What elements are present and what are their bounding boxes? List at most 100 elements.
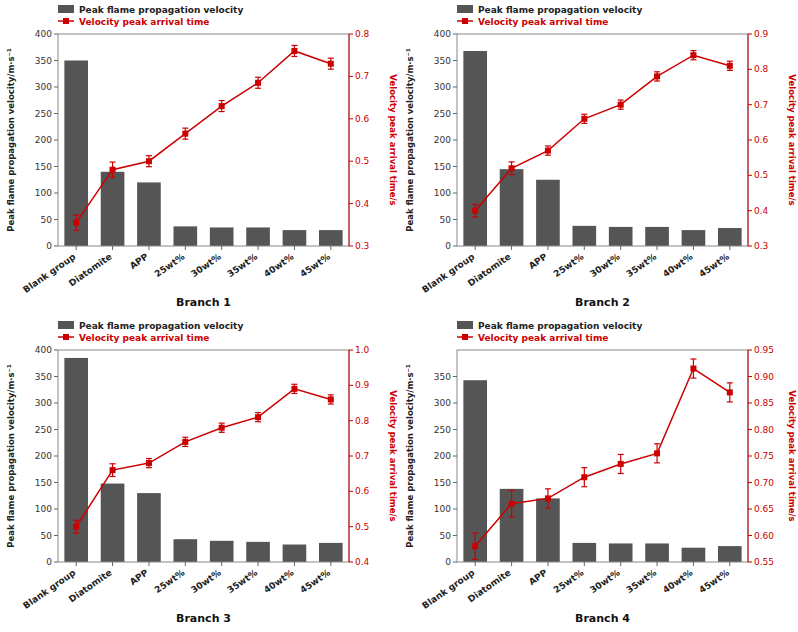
marker <box>618 102 624 108</box>
error-bar <box>328 395 334 404</box>
y2-tick-label: 0.8 <box>355 416 370 426</box>
y2-tick <box>748 429 752 430</box>
figure: 0501001502002503003504000.30.40.50.60.70… <box>0 0 798 632</box>
error-cap <box>328 394 334 395</box>
error-cap <box>255 88 261 89</box>
legend: Peak flame propagation velocityVelocity … <box>457 5 642 27</box>
error-cap <box>654 443 660 444</box>
marker <box>545 148 551 154</box>
error-cap <box>110 161 116 162</box>
y-tick-label: 250 <box>35 109 52 119</box>
y2-tick-label: 0.7 <box>355 71 369 81</box>
x-tick <box>584 562 585 566</box>
error-cap <box>182 128 188 129</box>
y-tick <box>453 140 457 141</box>
error-bar <box>727 383 733 402</box>
error-cap <box>727 70 733 71</box>
bar <box>246 542 270 562</box>
error-cap <box>545 145 551 146</box>
x-tick-label: Diatomite <box>67 251 114 288</box>
x-tick <box>729 562 730 566</box>
marker <box>255 414 261 420</box>
y-tick <box>54 456 58 457</box>
error-cap <box>581 467 587 468</box>
x-axis-label: Branch 1 <box>176 296 231 309</box>
y2-tick <box>349 420 353 421</box>
x-axis-label: Branch 2 <box>575 296 630 309</box>
error-cap <box>618 109 624 110</box>
error-bar <box>182 128 188 139</box>
bar <box>572 226 596 246</box>
y2-tick-label: 0.75 <box>754 451 774 461</box>
y-tick-label: 300 <box>35 82 52 92</box>
y2-tick <box>349 161 353 162</box>
y2-tick <box>748 482 752 483</box>
y-tick-label: 200 <box>434 451 451 461</box>
error-cap <box>328 403 334 404</box>
y2-tick <box>748 34 752 35</box>
y2-tick <box>748 104 752 105</box>
error-cap <box>110 463 116 464</box>
error-cap <box>654 462 660 463</box>
y-tick-label: 50 <box>440 215 452 225</box>
legend-label: Velocity peak arrival time <box>79 17 209 27</box>
y2-tick-label: 0.4 <box>355 557 370 567</box>
error-cap <box>618 99 624 100</box>
x-tick <box>221 246 222 250</box>
marker <box>545 495 551 501</box>
y-tick <box>453 376 457 377</box>
y2-tick <box>748 509 752 510</box>
x-tick-label: 35wt% <box>225 251 259 279</box>
error-bar <box>618 100 624 109</box>
y2-tick <box>748 535 752 536</box>
error-cap <box>690 50 696 51</box>
error-cap <box>110 476 116 477</box>
y2-tick-label: 0.9 <box>754 29 769 39</box>
error-cap <box>328 58 334 59</box>
x-tick <box>294 246 295 250</box>
error-bar <box>472 533 478 560</box>
x-axis-label: Branch 4 <box>575 612 630 625</box>
panel: 0501001502002503003504000.40.50.60.70.80… <box>6 321 398 626</box>
marker <box>618 461 624 467</box>
y2-tick <box>349 385 353 386</box>
error-cap <box>291 393 297 394</box>
y2-axis-label: Velocity peak arrival time/s <box>787 390 797 521</box>
y2-axis-label: Velocity peak arrival time/s <box>388 74 398 205</box>
error-cap <box>219 111 225 112</box>
y2-tick <box>349 491 353 492</box>
x-tick-label: 40wt% <box>661 251 695 279</box>
marker <box>472 208 478 214</box>
error-bar <box>219 101 225 112</box>
bar <box>246 227 270 246</box>
marker <box>182 131 188 137</box>
marker <box>73 524 79 530</box>
y-tick-label: 0 <box>445 557 451 567</box>
x-tick <box>330 246 331 250</box>
x-tick-label: 25wt% <box>552 567 586 595</box>
y2-tick-label: 0.85 <box>754 398 774 408</box>
panel: 0501001502002503003500.550.600.650.700.7… <box>405 321 797 626</box>
error-cap <box>472 216 478 217</box>
y2-tick-label: 0.3 <box>355 241 369 251</box>
error-cap <box>618 473 624 474</box>
x-tick-label: APP <box>527 251 550 271</box>
y2-tick-label: 0.8 <box>355 29 370 39</box>
marker <box>654 73 660 79</box>
y2-tick-label: 0.80 <box>754 425 774 435</box>
error-bar <box>291 384 297 393</box>
legend-label: Velocity peak arrival time <box>478 17 608 27</box>
y2-tick <box>349 76 353 77</box>
y-tick-label: 350 <box>35 372 52 382</box>
bar <box>137 182 161 246</box>
error-cap <box>690 59 696 60</box>
bar <box>682 230 706 246</box>
y2-tick <box>349 34 353 35</box>
x-tick <box>620 562 621 566</box>
legend-label: Peak flame propagation velocity <box>79 5 243 15</box>
y-tick <box>54 113 58 114</box>
y-tick <box>453 535 457 536</box>
marker <box>328 61 334 67</box>
marker <box>182 439 188 445</box>
legend-label: Velocity peak arrival time <box>478 333 608 343</box>
